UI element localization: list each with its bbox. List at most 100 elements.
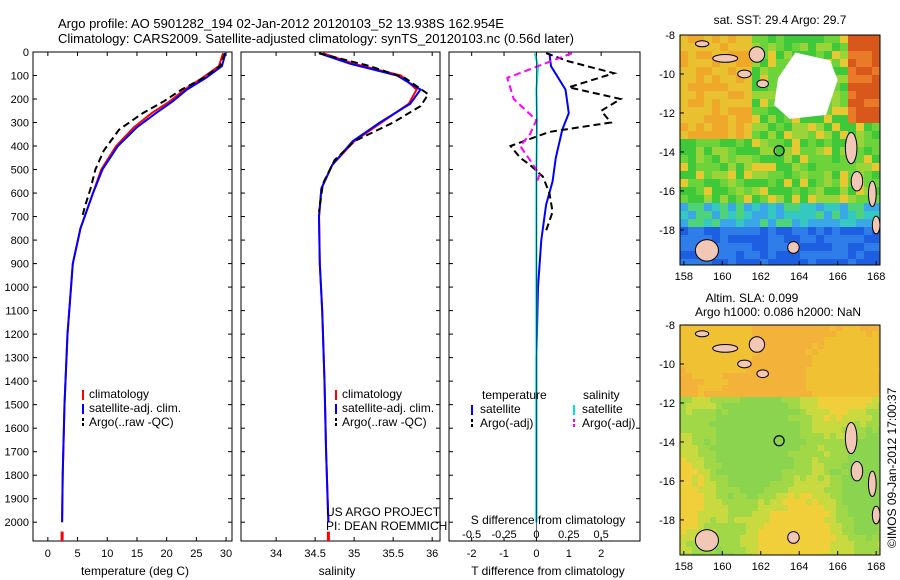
map-cell [776, 475, 782, 481]
map-cell [686, 439, 692, 445]
map-cell [856, 35, 864, 43]
map-cell [734, 391, 740, 397]
map-cell [832, 219, 840, 227]
map-cell [704, 259, 712, 265]
missing-data [774, 52, 838, 119]
map-cell [688, 91, 696, 99]
map-cell [744, 147, 752, 155]
map-cell [818, 481, 824, 487]
map-cell [788, 409, 794, 415]
map-cell [698, 523, 704, 529]
map-cell [808, 187, 816, 195]
map-cell [716, 451, 722, 457]
map-cell [854, 547, 860, 553]
map-cell [832, 139, 840, 147]
map-cell [710, 451, 716, 457]
map-cell [688, 155, 696, 163]
map-cell [816, 203, 824, 211]
map-cell [816, 195, 824, 203]
y-tick-label: 500 [11, 165, 29, 177]
map-cell [740, 451, 746, 457]
map-cell [872, 499, 878, 505]
map-cell [776, 403, 782, 409]
map-cell [736, 243, 744, 251]
y-tick-label: 600 [11, 188, 29, 200]
map-cell [840, 259, 848, 265]
map-cell [788, 391, 794, 397]
map-cell [788, 343, 794, 349]
map-cell [760, 67, 768, 75]
map-cell [812, 523, 818, 529]
map-cell [872, 463, 878, 469]
map-cell [812, 343, 818, 349]
x-tick-label: 1 [566, 548, 572, 560]
map-cell [824, 427, 830, 433]
map-cell [832, 187, 840, 195]
map-cell [800, 259, 808, 265]
map-cell [782, 475, 788, 481]
map-cell [812, 469, 818, 475]
map-cell [816, 131, 824, 139]
map-cell [848, 331, 854, 337]
map-cell [680, 155, 688, 163]
map-cell [816, 243, 824, 251]
map-cell [722, 403, 728, 409]
map-cell [744, 91, 752, 99]
map-cell [782, 547, 788, 553]
map-cell [686, 343, 692, 349]
map-cell [710, 343, 716, 349]
map-cell [680, 227, 688, 235]
map-cell [744, 75, 752, 83]
plot-frame [32, 51, 233, 542]
map-cell [776, 171, 784, 179]
map-x-tick-label: 168 [867, 271, 885, 283]
map-cell [836, 475, 842, 481]
map-cell [782, 391, 788, 397]
map-cell [848, 123, 856, 131]
map-cell [830, 499, 836, 505]
map-y-tick-label: -16 [659, 476, 675, 488]
map-cell [812, 487, 818, 493]
map-cell [848, 83, 856, 91]
map-cell [764, 457, 770, 463]
map-cell [746, 553, 752, 555]
map-cell [752, 415, 758, 421]
map-cell [728, 475, 734, 481]
map-cell [800, 493, 806, 499]
map-cell [788, 331, 794, 337]
map-cell [752, 331, 758, 337]
map-cell [686, 529, 692, 535]
map-cell [782, 445, 788, 451]
map-cell [806, 409, 812, 415]
map-cell [830, 457, 836, 463]
map-cell [832, 59, 840, 67]
map-cell [728, 243, 736, 251]
map-cell [734, 529, 740, 535]
map-cell [872, 343, 878, 349]
map-cell [842, 457, 848, 463]
map-cell [746, 415, 752, 421]
map-cell [808, 259, 816, 265]
map-cell [758, 487, 764, 493]
map-cell [770, 475, 776, 481]
map-cell [808, 219, 816, 227]
map-cell [854, 553, 860, 555]
map-cell [680, 493, 686, 499]
map-cell [758, 529, 764, 535]
map-cell [860, 415, 866, 421]
map-cell [784, 115, 792, 123]
map-cell [812, 397, 818, 403]
map-cell [788, 511, 794, 517]
map-cell [744, 251, 752, 259]
map-cell [808, 131, 816, 139]
map-cell [728, 415, 734, 421]
map-cell [784, 187, 792, 195]
map-cell [716, 511, 722, 517]
map-cell [720, 251, 728, 259]
map-cell [860, 463, 866, 469]
map-cell [788, 355, 794, 361]
map-cell [710, 403, 716, 409]
map-cell [720, 163, 728, 171]
map-cell [842, 403, 848, 409]
map-cell [710, 391, 716, 397]
